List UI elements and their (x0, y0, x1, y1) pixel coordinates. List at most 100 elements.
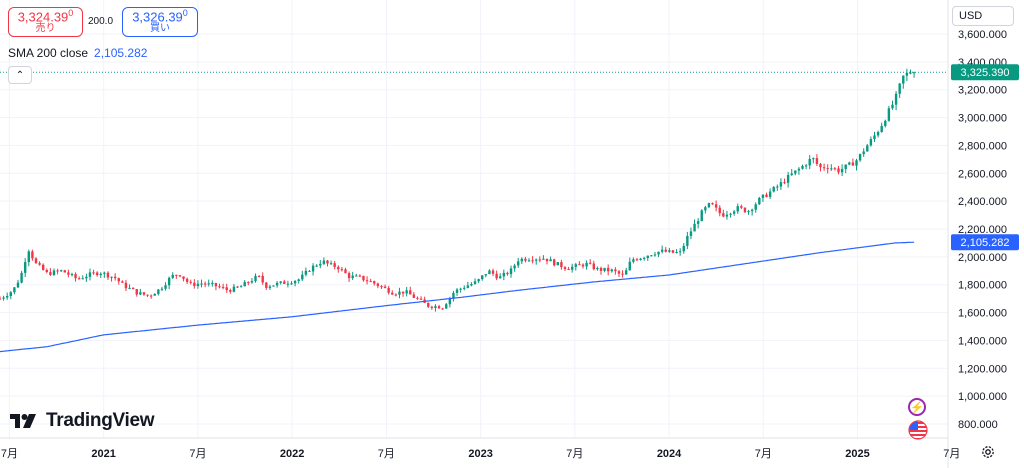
candle-body (819, 163, 822, 168)
candle-body (826, 168, 829, 170)
y-tick-label: 2,600.000 (958, 168, 1007, 180)
y-tick-label: 3,200.000 (958, 85, 1007, 97)
candle-body (49, 271, 52, 275)
candle-body (211, 283, 214, 285)
candle-body (858, 154, 862, 161)
candle-body (718, 207, 721, 214)
candle-body (250, 281, 254, 283)
candle-body (232, 286, 236, 292)
x-tick-label: 7月 (943, 448, 960, 460)
candle-body (797, 168, 801, 171)
candle-body (218, 286, 221, 288)
candle-body (311, 265, 315, 272)
candle-body (909, 72, 912, 74)
tradingview-logo-text: TradingView (46, 410, 155, 431)
candle-body (146, 294, 149, 296)
candle-body (707, 203, 711, 208)
candle-body (31, 251, 34, 259)
lightning-icon[interactable]: ⚡ (908, 398, 926, 416)
buy-button[interactable]: 3,326.390 買い (122, 7, 198, 37)
candle-body (772, 186, 775, 192)
candle-body (599, 267, 603, 271)
candle-body (347, 273, 351, 279)
candle-body (815, 158, 819, 164)
x-tick-label: 2025 (845, 448, 869, 460)
tradingview-logo[interactable]: TradingView (10, 410, 155, 432)
candle-body (711, 203, 714, 205)
candle-body (481, 275, 484, 280)
y-tick-label: 3,000.000 (958, 113, 1007, 125)
candle-body (678, 251, 682, 253)
gear-icon[interactable] (980, 444, 996, 460)
candle-body (178, 275, 182, 277)
candle-body (614, 269, 617, 272)
sma-value-label-bg (951, 234, 1019, 251)
candle-body (225, 287, 228, 291)
candle-body (88, 272, 92, 277)
sell-price-sup: 0 (68, 8, 74, 19)
candle-body (804, 165, 808, 167)
candle-body (761, 194, 765, 198)
candle-body (337, 266, 340, 270)
candle-body (812, 158, 815, 160)
candle-body (459, 288, 462, 290)
y-tick-label: 1,000.000 (958, 391, 1007, 403)
candle-body (646, 255, 649, 258)
candle-body (765, 194, 768, 197)
candle-body (887, 108, 891, 121)
candle-body (560, 262, 563, 268)
candle-body (851, 162, 855, 166)
candle-body (34, 258, 38, 264)
candle-body (491, 270, 495, 274)
x-tick-label: 2024 (657, 448, 682, 460)
candle-body (790, 173, 793, 175)
candle-body (398, 291, 401, 295)
candle-body (124, 282, 128, 289)
candle-body (369, 281, 372, 283)
candle-body (732, 211, 736, 214)
candle-body (729, 213, 732, 215)
candle-body (783, 182, 786, 184)
candle-body (229, 290, 232, 292)
candle-body (95, 272, 99, 276)
buy-price: 3,326.390 (132, 8, 188, 25)
candle-body (542, 258, 545, 260)
candle-body (624, 270, 628, 275)
collapse-legend-button[interactable]: ⌃ (8, 66, 32, 84)
candle-body (617, 271, 621, 274)
candle-body (473, 281, 477, 284)
candle-body (394, 294, 398, 296)
candle-body (606, 267, 610, 272)
x-tick-label: 7月 (755, 448, 772, 460)
candle-body (376, 283, 380, 287)
candle-body (380, 286, 383, 288)
candle-body (257, 275, 261, 277)
sma-legend[interactable]: SMA 200 close 2,105.282 (8, 46, 147, 60)
sell-button[interactable]: 3,324.390 売り (8, 7, 83, 37)
candle-body (419, 298, 423, 300)
tradingview-logo-icon (10, 414, 36, 428)
candle-body (786, 174, 790, 183)
currency-selector[interactable]: USD (952, 6, 1014, 26)
candle-body (59, 270, 63, 272)
candle-body (200, 283, 203, 285)
buy-label: 買い (150, 23, 170, 35)
candle-body (448, 297, 452, 305)
candle-body (898, 83, 901, 94)
candle-body (434, 306, 437, 308)
candle-body (333, 263, 336, 267)
candle-body (167, 277, 171, 286)
candle-body (41, 264, 45, 270)
candle-body (696, 221, 700, 224)
sma-legend-value: 2,105.282 (94, 46, 148, 60)
candle-body (513, 265, 516, 269)
candle-body (301, 274, 304, 280)
us-flag-icon[interactable] (908, 420, 928, 440)
candle-body (581, 264, 585, 267)
candle-body (714, 204, 718, 208)
candle-body (596, 267, 599, 270)
candle-body (628, 261, 631, 271)
candle-body (671, 250, 675, 253)
last-price-label-bg (951, 64, 1019, 81)
